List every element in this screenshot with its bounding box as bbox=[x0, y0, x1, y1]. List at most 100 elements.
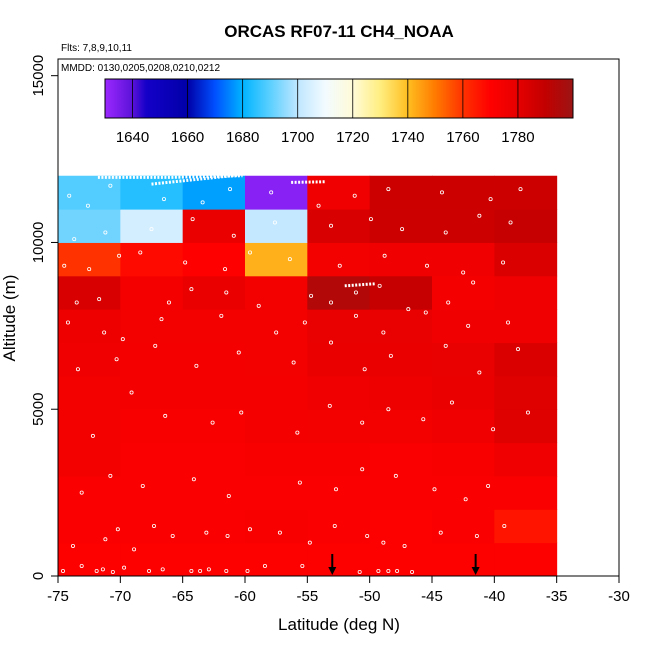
heatmap-cell bbox=[245, 475, 308, 510]
sample-point bbox=[353, 313, 358, 318]
heatmap-cell bbox=[494, 509, 558, 544]
sample-point bbox=[360, 467, 365, 472]
x-tick-label: -65 bbox=[172, 588, 194, 605]
x-axis-label: Latitude (deg N) bbox=[278, 615, 400, 634]
sample-point bbox=[502, 523, 507, 528]
y-tick-label: 15000 bbox=[30, 55, 47, 97]
heatmap-cell bbox=[494, 542, 558, 577]
sample-point bbox=[129, 390, 134, 395]
heatmap-cell bbox=[120, 342, 184, 377]
sample-point bbox=[316, 203, 321, 208]
heatmap-cell bbox=[245, 442, 308, 477]
sample-point bbox=[60, 568, 65, 573]
sample-point bbox=[272, 220, 277, 225]
flight-track bbox=[344, 282, 375, 288]
sample-point bbox=[198, 568, 203, 573]
sample-point bbox=[421, 417, 426, 422]
sample-point bbox=[122, 565, 127, 570]
sample-point bbox=[486, 483, 491, 488]
sample-point bbox=[103, 230, 108, 235]
sample-point bbox=[160, 567, 165, 572]
heatmap-cell bbox=[58, 242, 121, 277]
sample-point bbox=[239, 410, 244, 415]
profile-arrows bbox=[328, 554, 480, 575]
x-tick-label: -60 bbox=[234, 588, 256, 605]
sample-point bbox=[329, 300, 334, 305]
heatmap-cell bbox=[432, 342, 495, 377]
sample-point bbox=[353, 290, 358, 295]
sample-point bbox=[439, 190, 444, 195]
sample-point bbox=[194, 363, 199, 368]
sample-point bbox=[204, 530, 209, 535]
sample-point bbox=[219, 313, 224, 318]
sample-point bbox=[365, 533, 370, 538]
sample-point bbox=[200, 200, 205, 205]
sample-point bbox=[395, 568, 400, 573]
sample-point bbox=[269, 190, 274, 195]
heatmap-cell bbox=[182, 175, 246, 210]
heatmap-cell bbox=[494, 442, 558, 477]
colorbar-tick-label: 1660 bbox=[171, 129, 204, 146]
heatmap-cell bbox=[307, 242, 371, 277]
sample-point bbox=[151, 523, 156, 528]
sample-point bbox=[210, 420, 215, 425]
x-tick-label: -55 bbox=[296, 588, 318, 605]
sample-point bbox=[381, 540, 386, 545]
heatmap-cell bbox=[245, 509, 308, 544]
sample-point bbox=[352, 193, 357, 198]
sample-point bbox=[488, 197, 493, 202]
heatmap-cell bbox=[120, 442, 184, 477]
heatmap-cell bbox=[182, 542, 246, 577]
sample-point bbox=[159, 317, 164, 322]
heatmap-cell bbox=[120, 275, 184, 310]
heatmap-cell bbox=[120, 475, 184, 510]
heatmap-cell bbox=[245, 209, 308, 243]
flight-tracks bbox=[97, 173, 375, 288]
sample-point bbox=[79, 490, 84, 495]
sample-point bbox=[393, 473, 398, 478]
sample-point bbox=[132, 547, 137, 552]
x-tick-label: -35 bbox=[546, 588, 568, 605]
heatmap-cell bbox=[182, 442, 246, 477]
colorbar: 1640 1660 1680 1700 1720 1740 1760 1780 bbox=[104, 78, 574, 146]
sample-point bbox=[360, 420, 365, 425]
sample-point bbox=[115, 527, 120, 532]
x-tick-label: -70 bbox=[109, 588, 131, 605]
heatmap-cell bbox=[120, 509, 184, 544]
heatmap-cell bbox=[494, 242, 558, 277]
sample-point bbox=[410, 569, 415, 574]
heatmap-cell bbox=[494, 175, 558, 210]
sample-point bbox=[466, 323, 471, 328]
sample-point bbox=[423, 310, 428, 315]
sample-point bbox=[97, 297, 102, 302]
heatmap-cell bbox=[307, 542, 371, 577]
sample-point bbox=[110, 569, 115, 574]
arrow-head bbox=[328, 567, 337, 575]
heatmap-cell bbox=[432, 509, 495, 544]
heatmap-cell bbox=[369, 409, 433, 444]
heatmap-cell bbox=[120, 409, 184, 444]
sample-point bbox=[329, 340, 334, 345]
sample-point bbox=[377, 283, 382, 288]
sample-point bbox=[114, 357, 119, 362]
sample-point bbox=[381, 330, 386, 335]
heatmap-cell bbox=[432, 209, 495, 243]
colorbar-tick-label: 1680 bbox=[226, 129, 259, 146]
sample-point bbox=[166, 300, 171, 305]
sample-point bbox=[94, 568, 99, 573]
sample-point bbox=[277, 530, 282, 535]
heatmap-cell bbox=[120, 209, 184, 243]
heatmap-cell bbox=[58, 342, 121, 377]
heatmap-cell bbox=[182, 209, 246, 243]
sample-point bbox=[443, 230, 448, 235]
sample-point bbox=[274, 330, 279, 335]
heatmap-cell bbox=[307, 375, 371, 410]
sample-point bbox=[87, 267, 92, 272]
sample-point bbox=[149, 227, 154, 232]
sample-point bbox=[79, 563, 84, 568]
heatmap-cell bbox=[432, 542, 495, 577]
sample-point bbox=[247, 250, 252, 255]
heatmap-cell bbox=[182, 342, 246, 377]
y-tick-label: 5000 bbox=[30, 393, 47, 426]
colorbar-tick-label: 1640 bbox=[116, 129, 149, 146]
